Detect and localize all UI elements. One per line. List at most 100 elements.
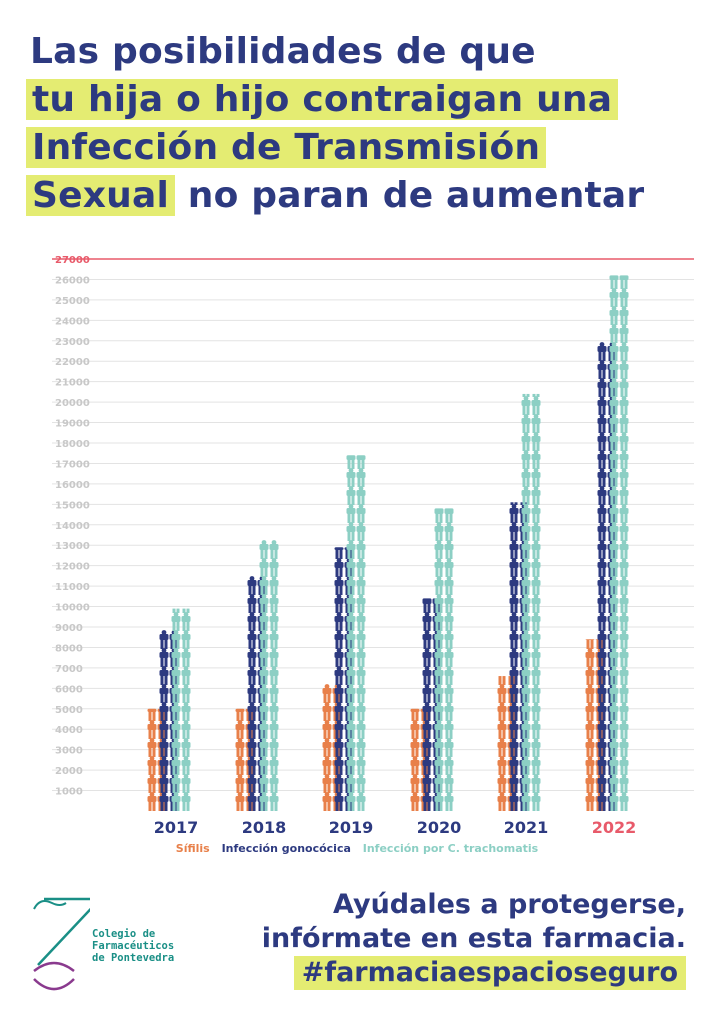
person-head (611, 792, 617, 797)
person-head (183, 630, 189, 635)
person-leg (345, 640, 349, 649)
person-leg (602, 658, 606, 667)
person-body (597, 562, 607, 568)
person-leg (602, 370, 606, 379)
person-leg (608, 658, 612, 667)
person-body (531, 526, 541, 532)
person-leg (624, 532, 628, 541)
person-leg (246, 766, 250, 775)
person-leg (345, 604, 349, 613)
person-head (249, 792, 255, 797)
person-leg (536, 460, 540, 469)
person-leg (526, 604, 530, 613)
person-head (336, 738, 342, 743)
logo-mark-icon (33, 897, 103, 991)
person-head (611, 396, 617, 401)
person-leg (439, 568, 443, 577)
person-body (422, 742, 432, 748)
person-leg (510, 514, 514, 523)
person-head (611, 684, 617, 689)
person-leg (347, 514, 351, 523)
person-head (249, 720, 255, 725)
person-leg (536, 532, 540, 541)
person-leg (624, 514, 628, 523)
person-leg (612, 766, 616, 775)
person-leg (610, 568, 614, 577)
person-head (599, 558, 605, 563)
person-leg (361, 730, 365, 739)
person-leg (508, 766, 512, 775)
person-leg (590, 694, 594, 703)
person-body (597, 778, 607, 784)
person-leg (610, 802, 614, 811)
person-body (259, 724, 269, 730)
person-leg (339, 622, 343, 631)
person-head (358, 774, 364, 779)
person-leg (510, 748, 514, 757)
person-body (521, 652, 531, 658)
person-body (619, 472, 629, 478)
person-leg (248, 586, 252, 595)
person-leg (423, 694, 427, 703)
person-body (434, 706, 444, 712)
sti-cases-chart: 1000200030004000500060007000800090001000… (52, 255, 694, 837)
person-body (259, 706, 269, 712)
person-leg (433, 766, 437, 775)
person-leg (602, 730, 606, 739)
person-leg (252, 658, 256, 667)
person-leg (258, 712, 262, 721)
person-leg (347, 460, 351, 469)
person-body (509, 706, 519, 712)
person-leg (536, 766, 540, 775)
person-leg (423, 604, 427, 613)
person-leg (598, 460, 602, 469)
person-body (521, 706, 531, 712)
person-body (531, 580, 541, 586)
person-head (348, 648, 354, 653)
person-leg (598, 478, 602, 487)
person-head (523, 504, 529, 509)
person-leg (602, 478, 606, 487)
person-leg (339, 568, 343, 577)
person-leg (160, 694, 164, 703)
person-leg (590, 766, 594, 775)
person-leg (600, 748, 604, 757)
person-head (237, 756, 243, 761)
person-head (237, 792, 243, 797)
person-leg (620, 514, 624, 523)
person-leg (335, 730, 339, 739)
person-leg (252, 676, 256, 685)
person-leg (610, 460, 614, 469)
person-leg (345, 622, 349, 631)
person-body (509, 598, 519, 604)
person-leg (524, 658, 528, 667)
person-body (147, 708, 157, 712)
person-body (531, 436, 541, 442)
person-body (597, 454, 607, 460)
person-leg (620, 280, 624, 289)
person-leg (335, 766, 339, 775)
person-head (511, 738, 517, 743)
person-leg (427, 730, 431, 739)
person-leg (532, 676, 536, 685)
person-body (356, 634, 366, 640)
person-body (334, 742, 344, 748)
person-leg (439, 586, 443, 595)
person-leg (411, 730, 415, 739)
person-head (533, 684, 539, 689)
person-leg (520, 676, 524, 685)
person-leg (260, 694, 264, 703)
person-leg (536, 640, 540, 649)
person-leg (610, 640, 614, 649)
person-leg (512, 748, 516, 757)
person-leg (333, 730, 337, 739)
person-body (247, 724, 257, 730)
person-head (621, 486, 627, 491)
person-leg (586, 640, 590, 649)
person-body (509, 526, 519, 532)
person-head (183, 702, 189, 707)
person-body (171, 616, 181, 622)
person-body (521, 400, 531, 406)
person-leg (512, 676, 516, 685)
person-leg (532, 784, 536, 793)
